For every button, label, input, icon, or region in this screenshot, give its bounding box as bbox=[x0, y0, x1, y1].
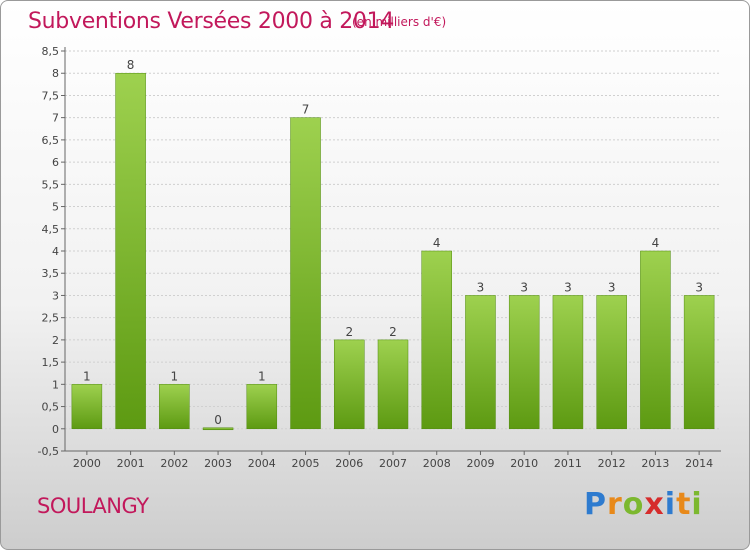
label-layer: 1 8 1 0 1 7 2 2 4 3 3 3 3 4 3 bbox=[83, 58, 703, 427]
x-tick-label: 2004 bbox=[248, 457, 276, 470]
y-tick-label: 2,5 bbox=[42, 312, 60, 325]
y-tick-label: 2 bbox=[52, 334, 59, 347]
x-tick-label: 2012 bbox=[598, 457, 626, 470]
commune-name: SOULANGY bbox=[37, 494, 149, 518]
data-label: 3 bbox=[477, 280, 485, 294]
data-label: 3 bbox=[608, 280, 616, 294]
x-tick-label: 2007 bbox=[379, 457, 407, 470]
bar-2010 bbox=[508, 295, 540, 430]
x-tick-label: 2013 bbox=[641, 457, 669, 470]
x-tick-label: 2014 bbox=[685, 457, 713, 470]
y-tick-label: 7,5 bbox=[42, 89, 60, 102]
y-tick-label: 1,5 bbox=[42, 356, 60, 369]
y-tick-label: 4 bbox=[52, 245, 59, 258]
proxiti-logo: Proxiti bbox=[584, 487, 703, 522]
x-tick-label: 2008 bbox=[423, 457, 451, 470]
logo-letter: o bbox=[622, 487, 645, 522]
bar-2006 bbox=[334, 339, 365, 430]
bar-2007 bbox=[377, 339, 409, 430]
bar-2008 bbox=[421, 250, 452, 430]
data-label: 8 bbox=[127, 58, 135, 72]
bar-2002 bbox=[159, 384, 190, 430]
bar-2011 bbox=[552, 295, 584, 430]
bar-2004 bbox=[246, 384, 278, 430]
y-tick-label: 4,5 bbox=[42, 223, 60, 236]
bar-2013 bbox=[640, 250, 671, 430]
data-label: 3 bbox=[564, 280, 572, 294]
data-label: 4 bbox=[433, 236, 441, 250]
logo-letter: P bbox=[584, 487, 607, 522]
data-label: 1 bbox=[258, 369, 266, 383]
x-tick-label: 2002 bbox=[160, 457, 188, 470]
y-tick-label: 3,5 bbox=[42, 267, 60, 280]
x-tick-label: 2001 bbox=[117, 457, 145, 470]
data-label: 0 bbox=[214, 413, 222, 427]
y-tick-label: 7 bbox=[52, 112, 59, 125]
y-tick-label: 0,5 bbox=[42, 401, 60, 414]
x-tick-label: 2003 bbox=[204, 457, 232, 470]
y-tick-label: 6 bbox=[52, 156, 59, 169]
bar-2005 bbox=[290, 117, 321, 430]
y-tick-label: 6,5 bbox=[42, 134, 60, 147]
x-tick-label: 2009 bbox=[466, 457, 494, 470]
chart-title: Subventions Versées 2000 à 2014 bbox=[28, 9, 395, 34]
data-label: 1 bbox=[171, 369, 179, 383]
bar-2003 bbox=[202, 427, 234, 431]
unit-note: (en milliers d'€) bbox=[352, 15, 447, 29]
y-tick-label: 8 bbox=[52, 67, 59, 80]
y-tick-label: 3 bbox=[52, 289, 59, 302]
data-label: 2 bbox=[345, 325, 353, 339]
logo-letter: i bbox=[691, 487, 703, 522]
logo-letter: r bbox=[607, 487, 623, 522]
data-label: 1 bbox=[83, 369, 91, 383]
x-tick-label: 2005 bbox=[292, 457, 320, 470]
logo-letter: i bbox=[664, 487, 677, 522]
logo-letter: t bbox=[676, 487, 692, 522]
bar-2012 bbox=[596, 295, 627, 430]
data-label: 4 bbox=[652, 236, 660, 250]
data-label: 3 bbox=[695, 280, 703, 294]
x-tick-label: 2006 bbox=[335, 457, 363, 470]
y-tick-label: 0 bbox=[52, 423, 59, 436]
bar-2001 bbox=[115, 72, 146, 430]
bar-2014 bbox=[683, 295, 715, 430]
y-tick-label: 5,5 bbox=[42, 178, 60, 191]
y-tick-label: -0,5 bbox=[38, 445, 59, 458]
y-tick-label: 5 bbox=[52, 201, 59, 214]
bar-2009 bbox=[465, 295, 496, 430]
x-tick-label: 2011 bbox=[554, 457, 582, 470]
data-label: 7 bbox=[302, 103, 310, 117]
axis-layer: -0,5 0 0,5 1 1,5 2 2,5 3 3,5 4 4,5 5 5,5 6 6,5 7 7,5 8 8,5… bbox=[38, 45, 721, 470]
data-label: 3 bbox=[520, 280, 528, 294]
bar-layer bbox=[71, 72, 715, 431]
bar-2000 bbox=[71, 384, 103, 430]
x-tick-label: 2010 bbox=[510, 457, 538, 470]
logo-letter: x bbox=[644, 487, 665, 522]
data-label: 2 bbox=[389, 325, 397, 339]
y-tick-label: 1 bbox=[52, 378, 59, 391]
y-tick-label: 8,5 bbox=[42, 45, 60, 58]
x-tick-label: 2000 bbox=[73, 457, 101, 470]
